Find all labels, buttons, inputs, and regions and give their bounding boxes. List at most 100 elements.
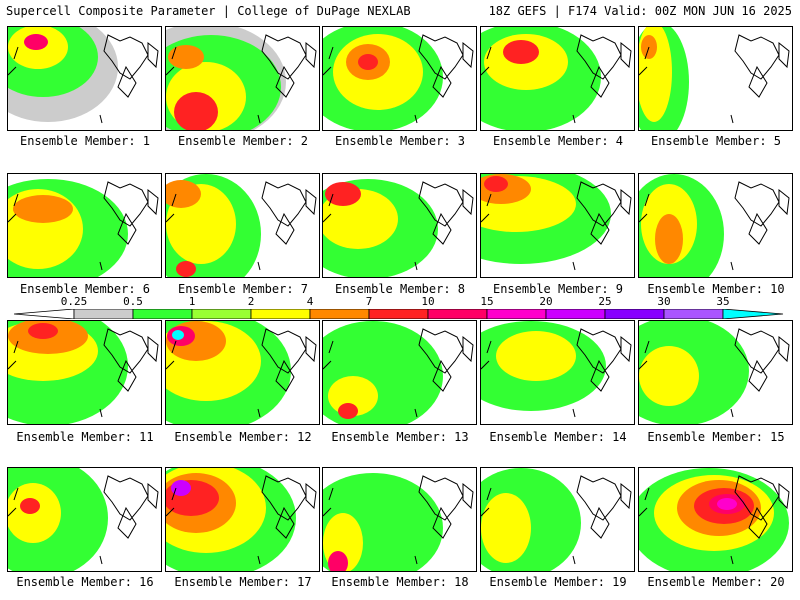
ensemble-member-map — [480, 467, 635, 572]
ensemble-member-label: Ensemble Member: 12 — [174, 430, 312, 444]
scp-contour-field — [323, 473, 474, 571]
colorbar-segment — [427, 309, 488, 319]
scp-contour — [328, 551, 348, 571]
ensemble-member-label: Ensemble Member: 13 — [331, 430, 469, 444]
scp-contour — [171, 480, 191, 496]
great-lakes-outline — [103, 34, 159, 98]
great-lakes-outline — [103, 475, 159, 539]
ensemble-member-label: Ensemble Member: 6 — [19, 282, 151, 296]
scp-contour — [338, 403, 358, 419]
ensemble-member-label: Ensemble Member: 4 — [492, 134, 624, 148]
ensemble-member-label: Ensemble Member: 9 — [492, 282, 624, 296]
ensemble-member-map — [7, 320, 162, 425]
scp-contour-field — [166, 174, 317, 277]
scp-contour-field — [323, 179, 474, 277]
ensemble-member-map — [165, 320, 320, 425]
great-lakes-outline — [261, 181, 317, 245]
scp-contour — [172, 330, 184, 340]
ensemble-member-map — [322, 320, 477, 425]
ensemble-member-map — [165, 173, 320, 278]
scp-contour-field — [8, 179, 159, 277]
ensemble-member-label: Ensemble Member: 15 — [647, 430, 785, 444]
scp-contour-field — [166, 321, 317, 424]
colorbar-segment — [545, 309, 606, 319]
scp-contour — [717, 498, 737, 510]
scp-contour-field — [8, 321, 159, 424]
colorbar-segment — [309, 309, 370, 319]
colorbar-segment — [604, 309, 665, 319]
page-title: Supercell Composite Parameter | College … — [6, 4, 411, 18]
ensemble-member-label: Ensemble Member: 7 — [177, 282, 309, 296]
colorbar-tick-label: 10 — [421, 295, 435, 308]
colorbar-segment — [73, 309, 134, 319]
ensemble-member-map — [480, 173, 635, 278]
great-lakes-outline — [418, 181, 474, 245]
ensemble-member-label: Ensemble Member: 10 — [647, 282, 785, 296]
ensemble-member-label: Ensemble Member: 16 — [16, 575, 154, 589]
scp-contour — [503, 40, 539, 64]
colorbar-tick-label: 30 — [657, 295, 671, 308]
ensemble-member-label: Ensemble Member: 19 — [489, 575, 627, 589]
ensemble-member-label: Ensemble Member: 17 — [174, 575, 312, 589]
ensemble-member-label: Ensemble Member: 20 — [647, 575, 785, 589]
ensemble-member-label: Ensemble Member: 3 — [334, 134, 466, 148]
scp-contour — [168, 45, 204, 69]
colorbar-tick-label: 7 — [365, 295, 373, 308]
scp-contour-field — [166, 27, 317, 130]
boundary-lines — [8, 193, 103, 271]
colorbar-segment — [132, 309, 193, 319]
great-lakes-outline — [576, 328, 632, 392]
great-lakes-outline — [576, 34, 632, 98]
boundary-lines — [323, 46, 418, 124]
colorbar-segment — [250, 309, 311, 319]
colorbar-low-arrow — [14, 309, 75, 319]
colorbar-tick-label: 0.25 — [60, 295, 88, 308]
boundary-lines — [323, 193, 418, 271]
boundary-lines — [481, 46, 576, 124]
boundary-lines — [481, 193, 576, 271]
scp-contour — [655, 214, 683, 264]
boundary-lines — [166, 340, 261, 418]
scp-contour-field — [639, 174, 790, 277]
ensemble-member-map — [638, 173, 793, 278]
ensemble-member-map — [7, 467, 162, 572]
boundary-lines — [166, 193, 261, 271]
valid-time: 18Z GEFS | F174 Valid: 00Z MON JUN 16 20… — [488, 4, 792, 18]
scp-contour — [176, 261, 196, 277]
great-lakes-outline — [734, 475, 790, 539]
great-lakes-outline — [576, 475, 632, 539]
scp-contour-field — [639, 468, 790, 571]
colorbar-segment — [663, 309, 724, 319]
ensemble-member-map — [638, 26, 793, 131]
scp-contour — [13, 195, 73, 223]
scp-contour — [484, 176, 508, 192]
scp-contour — [20, 498, 40, 514]
boundary-lines — [639, 340, 734, 418]
great-lakes-outline — [734, 34, 790, 98]
great-lakes-outline — [103, 328, 159, 392]
great-lakes-outline — [576, 181, 632, 245]
boundary-lines — [8, 340, 103, 418]
ensemble-member-label: Ensemble Member: 8 — [334, 282, 466, 296]
ensemble-member-label: Ensemble Member: 18 — [331, 575, 469, 589]
scp-contour-field — [639, 27, 790, 130]
colorbar-segment — [191, 309, 252, 319]
colorbar-tick-label: 25 — [598, 295, 612, 308]
scp-contour — [166, 180, 201, 208]
scp-contour-field — [8, 27, 159, 124]
ensemble-member-map — [165, 467, 320, 572]
scp-contour-field — [323, 321, 474, 424]
colorbar-tick-label: 20 — [539, 295, 553, 308]
scp-contour-field — [639, 321, 790, 424]
great-lakes-outline — [261, 475, 317, 539]
scp-contour-field — [481, 27, 632, 130]
scp-contour — [496, 331, 576, 381]
boundary-lines — [639, 487, 734, 565]
great-lakes-outline — [418, 475, 474, 539]
ensemble-member-map — [638, 467, 793, 572]
boundary-lines — [8, 46, 103, 124]
ensemble-member-map — [165, 26, 320, 131]
colorbar-tick-label: 1 — [188, 295, 196, 308]
colorbar-high-arrow — [722, 309, 784, 319]
scp-contour-field — [8, 468, 159, 571]
